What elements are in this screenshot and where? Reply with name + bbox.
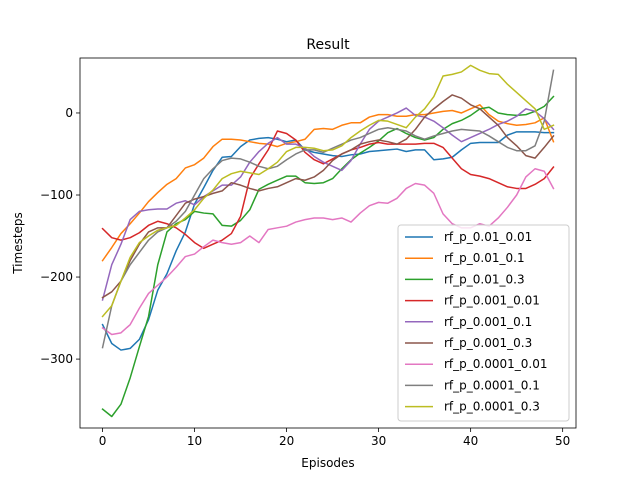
legend-label: rf_p_0.001_0.1 <box>444 315 532 329</box>
y-tick-label: −300 <box>40 352 73 366</box>
y-tick-label: −200 <box>40 270 73 284</box>
x-tick-label: 50 <box>555 434 570 448</box>
y-tick-label: −100 <box>40 188 73 202</box>
series-line-rf-p-0-01-0-1 <box>101 104 555 262</box>
series-line-rf-p-0-001-0-3 <box>101 94 555 299</box>
y-axis-title: Timesteps <box>11 212 25 275</box>
series-line-rf-p-0-001-0-1 <box>101 107 555 301</box>
legend-box <box>397 224 570 422</box>
series-layer <box>101 64 555 418</box>
series-line-rf-p-0-0001-0-01 <box>101 168 555 336</box>
x-tick-label: 40 <box>463 434 478 448</box>
x-axis-title: Episodes <box>301 456 354 470</box>
legend: rf_p_0.01_0.01 rf_p_0.01_0.1 rf_p_0.01_0.3… <box>397 224 570 422</box>
legend-label: rf_p_0.01_0.3 <box>444 272 525 286</box>
legend-label: rf_p_0.001_0.01 <box>444 294 540 308</box>
legend-label: rf_p_0.001_0.3 <box>444 336 532 350</box>
plot-frame <box>79 57 577 429</box>
series-line-rf-p-0-01-0-3 <box>101 95 555 418</box>
series-line-rf-p-0-01-0-01 <box>101 131 555 351</box>
series-line-rf-p-0-001-0-01 <box>101 130 555 250</box>
y-tick-label: 0 <box>65 106 73 120</box>
x-tick-label: 10 <box>187 434 202 448</box>
legend-items: rf_p_0.01_0.01 rf_p_0.01_0.1 rf_p_0.01_0.3… <box>405 230 547 414</box>
legend-label: rf_p_0.01_0.1 <box>444 251 525 265</box>
legend-label: rf_p_0.01_0.01 <box>444 230 532 244</box>
legend-label: rf_p_0.0001_0.1 <box>444 378 540 392</box>
legend-label: rf_p_0.0001_0.3 <box>444 400 540 414</box>
x-tick-label: 0 <box>99 434 107 448</box>
legend-label: rf_p_0.0001_0.01 <box>444 357 547 371</box>
x-tick-label: 20 <box>279 434 294 448</box>
chart-title: Result <box>306 37 350 53</box>
x-axis-ticks: 0 10 20 30 40 50 <box>99 428 570 448</box>
x-tick-label: 30 <box>371 434 386 448</box>
y-axis-ticks: −300 −200 −100 0 <box>40 106 80 366</box>
series-line-rf-p-0-0001-0-3 <box>101 64 555 318</box>
